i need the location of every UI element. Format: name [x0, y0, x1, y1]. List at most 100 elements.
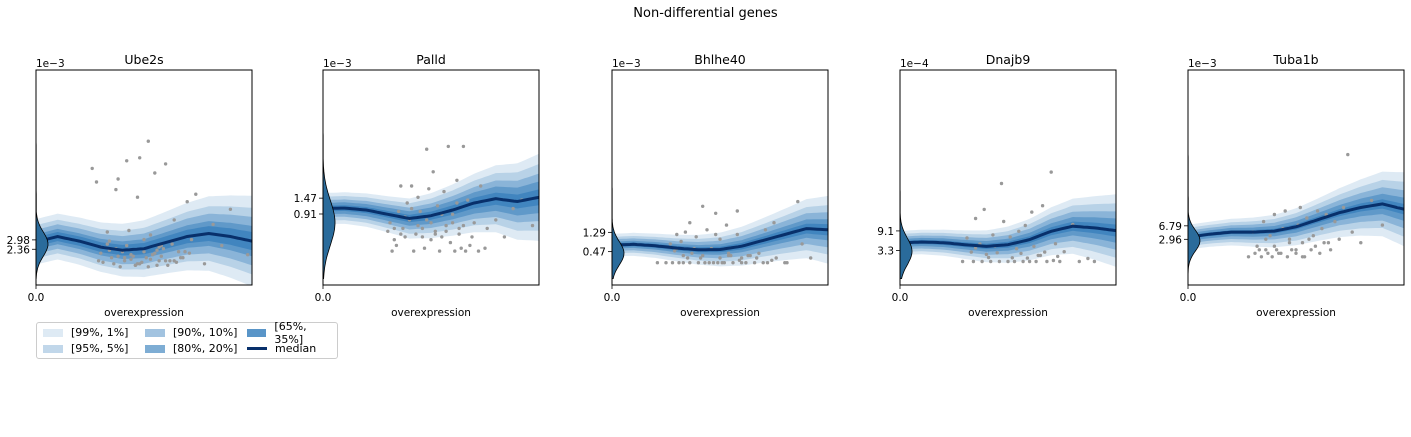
data-point: [135, 195, 140, 199]
data-point: [714, 232, 718, 237]
data-point: [1346, 152, 1350, 157]
data-point: [1006, 259, 1010, 264]
quantile-band: [323, 173, 539, 230]
x-axis-label: overexpression: [104, 307, 184, 319]
data-point: [161, 247, 166, 251]
data-point: [1264, 248, 1268, 252]
data-point: [1298, 205, 1303, 210]
quantile-band: [323, 153, 539, 241]
data-point: [774, 256, 778, 260]
data-point: [973, 216, 978, 221]
data-point: [1318, 251, 1322, 255]
data-point: [425, 147, 429, 151]
data-point: [163, 162, 168, 166]
legend-swatch: [145, 344, 165, 353]
data-point: [729, 253, 733, 258]
data-point: [1012, 259, 1017, 264]
axes-frame: [899, 69, 1117, 286]
data-point: [99, 251, 103, 255]
data-point: [1062, 250, 1066, 254]
panel-title: Dnajb9: [986, 52, 1031, 67]
data-point: [116, 254, 120, 258]
data-point: [172, 259, 176, 263]
quantile-band: [323, 189, 539, 223]
legend-item-65: [65%, 35%]: [247, 320, 337, 346]
data-point: [392, 226, 396, 231]
data-point: [142, 237, 146, 242]
y-tick-label: 0.47: [583, 247, 606, 259]
data-point: [446, 144, 450, 149]
legend-label: [90%, 10%]: [173, 326, 238, 339]
data-point: [744, 261, 748, 265]
data-point: [980, 259, 984, 264]
data-point: [1270, 255, 1274, 259]
data-point: [1008, 235, 1012, 239]
data-point: [1023, 223, 1027, 228]
data-point: [466, 198, 470, 202]
data-point: [109, 256, 114, 260]
data-point: [457, 232, 461, 236]
data-point: [133, 263, 138, 267]
plot-area: [612, 195, 828, 267]
y-tick-label: 2.98: [7, 235, 30, 247]
data-point: [690, 251, 694, 255]
violin: [1187, 94, 1201, 279]
data-point: [724, 223, 729, 227]
panel-title: Ube2s: [124, 52, 163, 67]
data-point: [131, 254, 135, 258]
data-point: [1287, 237, 1292, 241]
data-point: [485, 226, 489, 231]
data-point: [176, 250, 181, 254]
data-point: [448, 240, 453, 245]
data-point: [433, 232, 437, 236]
legend-median-line: [247, 347, 267, 350]
data-point: [1002, 219, 1006, 224]
data-point: [502, 235, 507, 239]
legend: [99%, 1%] [95%, 5%] [90%, 10%] [80%, 20%…: [36, 320, 338, 359]
data-point: [668, 242, 672, 246]
data-point: [444, 229, 448, 233]
y-tick-label: 0.91: [294, 209, 317, 221]
data-point: [1313, 244, 1318, 248]
legend-label: [95%, 5%]: [71, 342, 129, 355]
data-point: [189, 237, 194, 242]
data-point: [179, 256, 183, 260]
panel-title: Tuba1b: [1272, 52, 1318, 67]
quantile-band: [1188, 171, 1404, 250]
data-point: [969, 250, 973, 254]
data-point: [194, 192, 198, 196]
data-point: [683, 230, 688, 234]
data-point: [1300, 241, 1305, 245]
legend-swatch: [145, 328, 165, 337]
data-point: [960, 259, 965, 264]
data-point: [170, 242, 174, 246]
data-point: [670, 261, 675, 265]
data-point: [1045, 259, 1049, 264]
data-point: [457, 226, 461, 231]
data-point: [1266, 251, 1270, 255]
data-point: [1309, 248, 1313, 252]
data-point: [999, 181, 1004, 186]
data-point: [1279, 251, 1283, 255]
data-point: [726, 251, 731, 255]
data-point: [122, 259, 127, 263]
data-point: [1326, 241, 1331, 245]
data-point: [220, 243, 224, 248]
y-tick-label: 1.47: [294, 193, 317, 205]
axes-frame: [611, 69, 829, 286]
y-tick-label: 3.3: [877, 245, 894, 257]
data-point: [701, 253, 705, 258]
data-point: [427, 187, 431, 191]
data-point: [1380, 223, 1385, 227]
panel-palld: Palld 1e−3 1.47 0.91 0.0 overexpression: [294, 52, 540, 319]
data-point: [1257, 248, 1262, 252]
data-point: [1264, 237, 1268, 241]
quantile-band: [1188, 193, 1404, 241]
data-point: [105, 230, 110, 234]
data-point: [1305, 216, 1309, 220]
data-point: [681, 253, 685, 258]
data-point: [1040, 204, 1045, 208]
data-point: [982, 207, 986, 212]
data-point: [1092, 259, 1097, 264]
data-point: [655, 261, 660, 265]
